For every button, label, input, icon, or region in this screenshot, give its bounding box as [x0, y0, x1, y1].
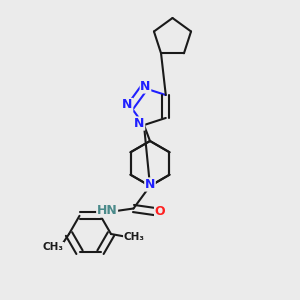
Text: CH₃: CH₃	[43, 242, 64, 253]
Text: N: N	[134, 117, 145, 130]
Text: O: O	[154, 205, 165, 218]
Text: HN: HN	[97, 204, 118, 217]
Text: CH₃: CH₃	[124, 232, 145, 242]
Text: N: N	[122, 98, 133, 112]
Text: N: N	[145, 178, 155, 191]
Text: N: N	[140, 80, 151, 93]
